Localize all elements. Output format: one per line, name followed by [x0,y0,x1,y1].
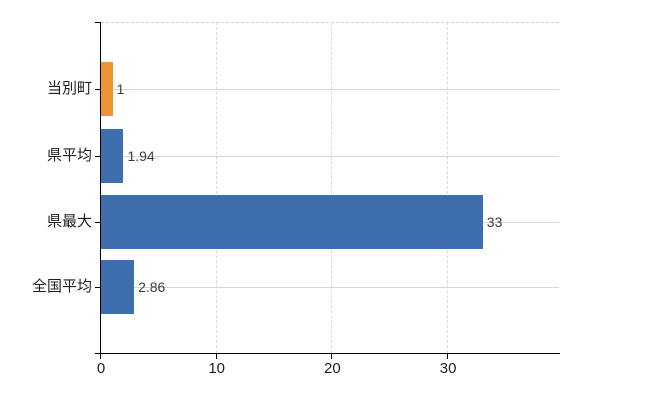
bar [101,62,113,116]
bar-value-label: 2.86 [138,279,166,295]
x-tick-label: 30 [439,360,457,377]
x-axis-line [95,353,560,354]
bar [101,260,135,314]
x-tick [447,354,449,359]
vertical-gridline [215,22,217,353]
bar-value-label: 1 [116,81,125,97]
bar-value-label: 1.94 [127,147,155,164]
x-tick-label: 0 [96,360,106,377]
x-tick-label: 10 [208,360,226,377]
y-tick [95,287,101,288]
horizontal-gridline [101,89,559,90]
vertical-gridline [447,22,449,353]
y-axis-top-outer-tick [95,22,101,23]
x-tick-label: 20 [324,360,341,377]
horizontal-gridline [101,155,559,157]
plot-top-border [101,22,559,23]
y-tick [95,155,101,157]
x-tick [331,354,333,359]
horizontal-gridline [101,287,559,288]
y-tick [95,89,101,90]
y-category-label: 県平均 [46,146,92,164]
y-tick [95,221,101,223]
x-tick [215,354,217,359]
vertical-gridline [331,22,333,353]
bar [101,194,483,249]
y-category-label: 当別町 [46,80,92,97]
y-category-label: 県最大 [46,212,92,230]
x-tick [100,354,101,359]
y-axis-line [100,22,101,354]
y-category-label: 全国平均 [31,278,92,295]
bar [101,128,124,183]
bar-value-label: 33 [486,213,503,230]
